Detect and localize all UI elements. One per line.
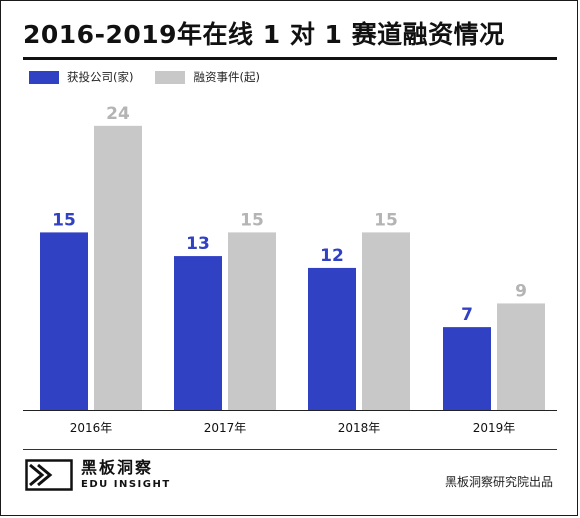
bar-companies-3 bbox=[443, 327, 491, 410]
data-label-events-0: 24 bbox=[106, 104, 130, 124]
data-label-companies-2: 12 bbox=[320, 246, 344, 266]
bar-companies-1 bbox=[174, 256, 222, 410]
logo-chinese-text: 黑板洞察 bbox=[81, 458, 154, 477]
bar-events-1 bbox=[228, 232, 276, 410]
legend-item-events: 融资事件(起) bbox=[155, 69, 260, 85]
legend-label-companies: 获投公司(家) bbox=[67, 70, 134, 84]
data-label-events-2: 15 bbox=[374, 210, 398, 230]
x-tick-label-2: 2018年 bbox=[338, 421, 381, 435]
logo-mark-icon bbox=[25, 459, 73, 491]
chart-title: 2016-2019年在线 1 对 1 赛道融资情况 bbox=[23, 20, 505, 49]
edu-insight-logo: 黑板洞察 EDU INSIGHT bbox=[25, 459, 171, 491]
data-label-companies-0: 15 bbox=[52, 210, 76, 230]
x-tick-label-0: 2016年 bbox=[70, 421, 113, 435]
legend-swatch-events bbox=[155, 70, 186, 84]
title-underline bbox=[23, 57, 557, 60]
chart-legend: 获投公司(家) 融资事件(起) bbox=[29, 69, 282, 85]
bar-companies-2 bbox=[308, 267, 356, 410]
data-label-events-1: 15 bbox=[240, 210, 264, 230]
bar-events-2 bbox=[362, 232, 410, 410]
data-label-events-3: 9 bbox=[515, 281, 527, 301]
data-label-companies-1: 13 bbox=[186, 234, 210, 254]
legend-item-companies: 获投公司(家) bbox=[29, 69, 133, 85]
legend-label-events: 融资事件(起) bbox=[193, 70, 260, 84]
bar-events-0 bbox=[94, 125, 142, 410]
footer-divider bbox=[23, 449, 557, 450]
data-label-companies-3: 7 bbox=[461, 305, 473, 325]
logo-english-text: EDU INSIGHT bbox=[81, 479, 171, 490]
x-tick-label-1: 2017年 bbox=[204, 421, 247, 435]
source-credit: 黑板洞察研究院出品 bbox=[444, 475, 553, 489]
bar-events-3 bbox=[497, 303, 545, 410]
bar-companies-0 bbox=[40, 232, 88, 410]
legend-swatch-companies bbox=[29, 70, 59, 84]
x-tick-label-3: 2019年 bbox=[473, 421, 516, 435]
